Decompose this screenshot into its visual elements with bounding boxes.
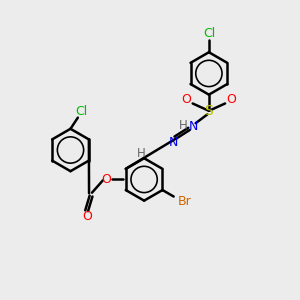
Text: Cl: Cl bbox=[203, 27, 215, 40]
Text: Br: Br bbox=[178, 195, 191, 208]
Text: H: H bbox=[137, 147, 146, 160]
Text: N: N bbox=[189, 120, 198, 133]
Text: H: H bbox=[178, 119, 188, 132]
Text: O: O bbox=[226, 93, 236, 106]
Text: O: O bbox=[101, 173, 111, 186]
Text: O: O bbox=[82, 210, 92, 223]
Text: N: N bbox=[168, 136, 178, 149]
Text: O: O bbox=[181, 93, 191, 106]
Text: S: S bbox=[205, 104, 213, 118]
Text: Cl: Cl bbox=[76, 105, 88, 118]
